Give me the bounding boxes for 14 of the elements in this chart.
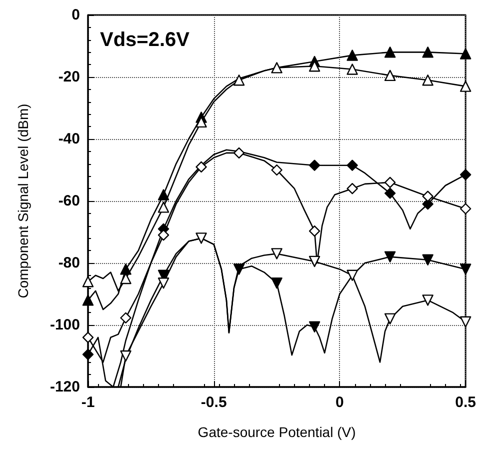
x-tick-label: -1 bbox=[81, 394, 95, 411]
y-tick-label: -80 bbox=[58, 254, 80, 272]
y-tick-label: -20 bbox=[58, 68, 80, 86]
y-tick-label: -40 bbox=[58, 130, 80, 148]
y-tick-label: -60 bbox=[58, 192, 80, 210]
annotation: Vds=2.6V bbox=[100, 29, 190, 51]
y-tick-label: -100 bbox=[50, 316, 80, 334]
x-axis-title: Gate-source Potential (V) bbox=[198, 424, 356, 440]
x-tick-label: 0.5 bbox=[455, 394, 476, 411]
y-axis-title: Component Signal Level (dBm) bbox=[15, 104, 31, 298]
y-tick-label: -120 bbox=[50, 378, 80, 396]
x-tick-label: 0 bbox=[336, 394, 344, 411]
x-tick-label: -0.5 bbox=[200, 394, 227, 411]
y-tick-label: 0 bbox=[72, 6, 80, 24]
